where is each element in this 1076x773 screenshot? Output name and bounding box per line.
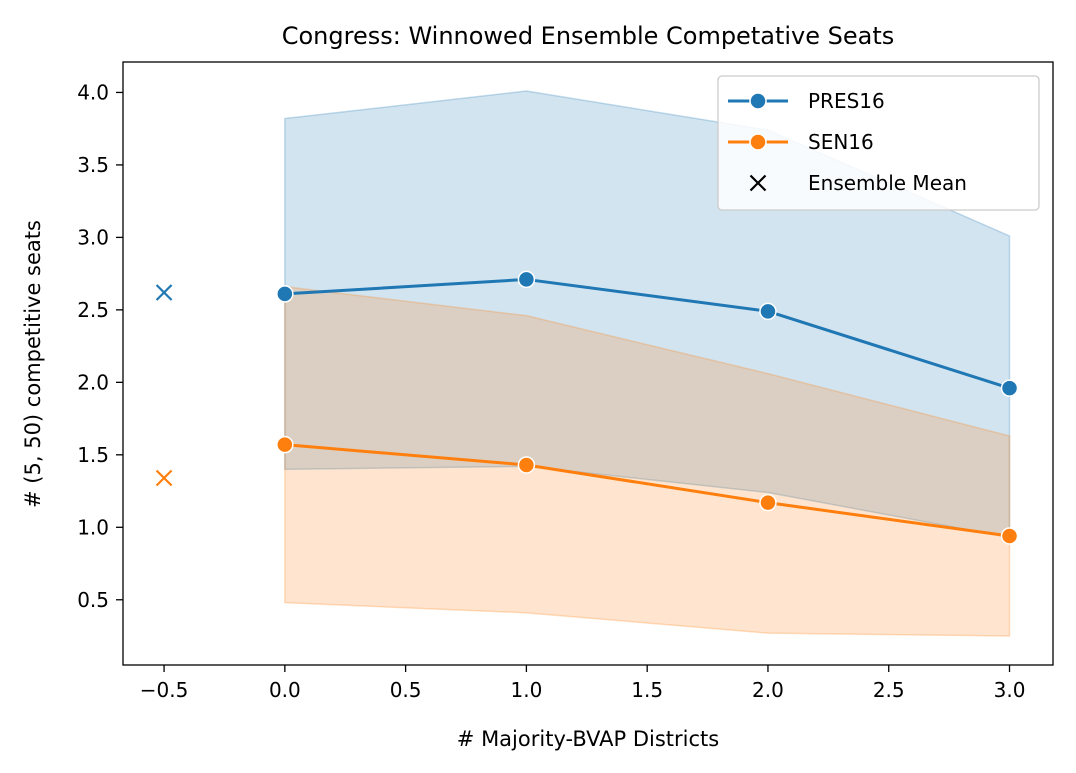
legend-marker xyxy=(749,133,767,151)
y-tick-label: 3.0 xyxy=(77,225,109,249)
point-sen16-0 xyxy=(276,435,294,454)
ensemble-mean-pres16 xyxy=(155,284,173,301)
series-lines xyxy=(284,277,1010,538)
point-sen16-1 xyxy=(517,456,536,474)
legend-item-pres16: PRES16 xyxy=(728,89,885,113)
y-tick-label: 1.5 xyxy=(77,443,109,467)
x-tick-label: 0.0 xyxy=(269,678,301,702)
legend-label: PRES16 xyxy=(808,89,885,113)
y-tick-label: 4.0 xyxy=(77,80,109,104)
x-tick-label: 3.0 xyxy=(994,678,1026,702)
y-tick-label: 2.0 xyxy=(77,370,109,394)
plot-frame xyxy=(122,61,1054,666)
x-tick-label: 0.5 xyxy=(390,678,422,702)
chart-title: Congress: Winnowed Ensemble Competative … xyxy=(282,22,895,50)
legend-marker xyxy=(749,92,767,110)
legend-marker xyxy=(749,174,767,192)
point-pres16-2 xyxy=(759,302,777,321)
point-pres16-1 xyxy=(517,270,536,289)
x-tick-label: 2.0 xyxy=(752,678,784,702)
y-axis: 0.5 1.0 1.5 2.0 2.5 3.0 3.5 4.0 xyxy=(77,80,123,612)
point-sen16-2 xyxy=(759,493,777,512)
legend-label: SEN16 xyxy=(808,130,874,154)
point-sen16-3 xyxy=(1000,527,1019,545)
y-tick-label: 1.0 xyxy=(77,515,109,539)
legend-label: Ensemble Mean xyxy=(808,171,967,195)
point-pres16-0 xyxy=(276,285,294,303)
x-tick-label: −0.5 xyxy=(140,678,189,702)
x-axis: −0.5 0.0 0.5 1.0 1.5 2.0 2.5 3.0 xyxy=(140,665,1026,702)
y-tick-label: 0.5 xyxy=(77,588,109,612)
line-sen16 xyxy=(284,443,1010,538)
legend-item-ensemble-mean: Ensemble Mean xyxy=(749,171,967,195)
point-pres16-3 xyxy=(1000,379,1019,397)
series-markers xyxy=(155,270,1019,545)
x-tick-label: 2.5 xyxy=(873,678,905,702)
x-tick-label: 1.5 xyxy=(631,678,663,702)
x-tick-label: 1.0 xyxy=(510,678,542,702)
y-tick-label: 3.5 xyxy=(77,153,109,177)
legend: PRES16 SEN16 Ensemble Mean xyxy=(717,75,1040,211)
ensemble-mean-sen16 xyxy=(155,469,173,487)
line-pres16 xyxy=(284,277,1010,390)
x-axis-title: # Majority-BVAP Districts xyxy=(457,727,719,751)
y-tick-label: 2.5 xyxy=(77,298,109,322)
band-sen16 xyxy=(284,285,1011,637)
y-axis-title: # (5, 50) competitive seats xyxy=(21,220,45,508)
legend-box xyxy=(717,75,1040,211)
legend-item-sen16: SEN16 xyxy=(728,130,874,154)
